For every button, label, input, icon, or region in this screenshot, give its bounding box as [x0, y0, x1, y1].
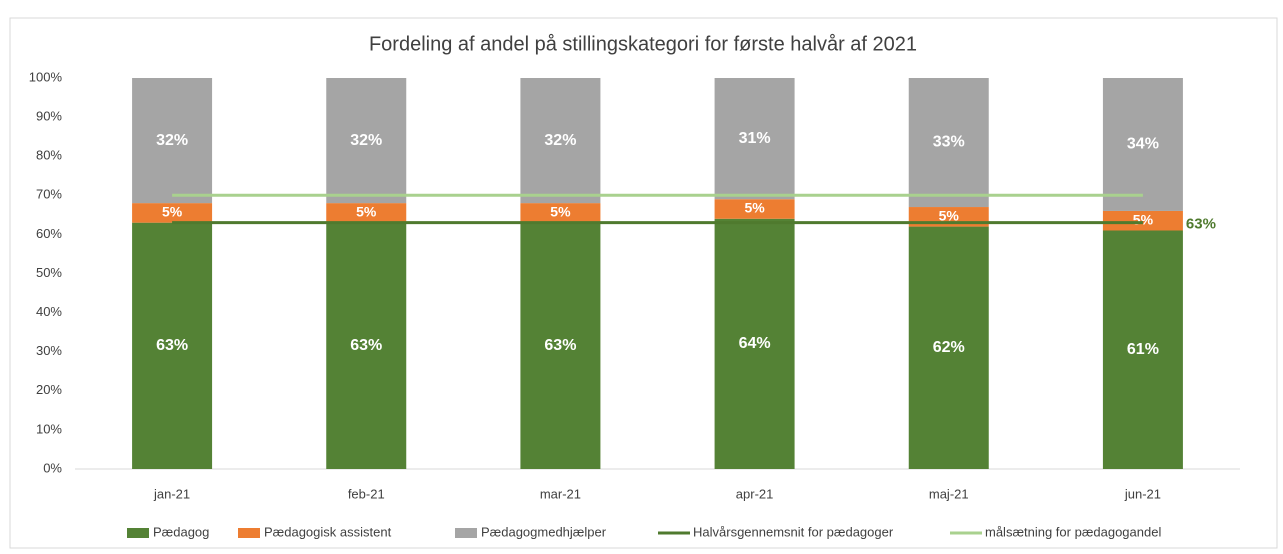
legend-label: Pædagog [153, 524, 209, 539]
data-label: 32% [350, 132, 382, 149]
data-label: 5% [1133, 211, 1154, 227]
x-tick-label: jun-21 [1124, 486, 1161, 501]
bar-segment [1102, 210, 1183, 231]
legend-label: Halvårsgennemsnit for pædagoger [693, 524, 894, 539]
bar-segment [714, 218, 795, 469]
y-tick-label: 80% [36, 148, 62, 163]
bar-segment [1102, 230, 1183, 469]
data-label: 5% [356, 204, 377, 220]
bar-segment [520, 222, 601, 469]
data-label: 5% [550, 204, 571, 220]
bar-segment [908, 226, 989, 469]
data-label: 33% [933, 134, 965, 151]
data-label: 63% [156, 337, 188, 354]
data-label: 61% [1127, 341, 1159, 358]
bar-segment [326, 203, 407, 223]
data-label: 62% [933, 339, 965, 356]
bar-segment [132, 78, 213, 204]
bar-segment [326, 222, 407, 469]
x-tick-label: feb-21 [348, 486, 385, 501]
data-label: 5% [162, 204, 183, 220]
data-label: 31% [739, 130, 771, 147]
bar-segment [132, 222, 213, 469]
data-label: 5% [939, 208, 960, 224]
bar-segment [520, 203, 601, 223]
bar-segment [1102, 78, 1183, 211]
legend-label: Pædagogisk assistent [264, 524, 392, 539]
data-label: 34% [1127, 136, 1159, 153]
data-label: 32% [156, 132, 188, 149]
y-tick-label: 100% [29, 69, 63, 84]
bar-segment [520, 78, 601, 204]
y-tick-label: 30% [36, 343, 62, 358]
legend-swatch [455, 528, 477, 538]
bar-segment [714, 78, 795, 200]
bar-segment [326, 78, 407, 204]
data-label: 63% [544, 337, 576, 354]
chart-title: Fordeling af andel på stillingskategori … [369, 33, 917, 55]
y-tick-label: 60% [36, 226, 62, 241]
y-tick-label: 20% [36, 382, 62, 397]
data-label: 63% [350, 337, 382, 354]
legend-label: Pædagogmedhjælper [481, 524, 607, 539]
data-label: 64% [739, 335, 771, 352]
y-tick-label: 10% [36, 421, 62, 436]
x-tick-label: apr-21 [736, 486, 774, 501]
data-label: 32% [544, 132, 576, 149]
legend-swatch [127, 528, 149, 538]
y-tick-label: 70% [36, 187, 62, 202]
chart-frame [9, 17, 1278, 549]
bar-segment [132, 203, 213, 223]
legend-label: målsætning for pædagogandel [985, 524, 1161, 539]
data-label: 63% [1186, 216, 1216, 233]
bar-segment [714, 199, 795, 219]
y-tick-label: 40% [36, 304, 62, 319]
y-tick-label: 50% [36, 265, 62, 280]
y-tick-label: 90% [36, 109, 62, 124]
y-tick-label: 0% [43, 460, 62, 475]
x-tick-label: maj-21 [929, 486, 969, 501]
x-tick-label: mar-21 [540, 486, 581, 501]
bar-segment [908, 78, 989, 208]
legend-swatch [238, 528, 260, 538]
x-tick-label: jan-21 [153, 486, 190, 501]
data-label: 5% [744, 200, 765, 216]
